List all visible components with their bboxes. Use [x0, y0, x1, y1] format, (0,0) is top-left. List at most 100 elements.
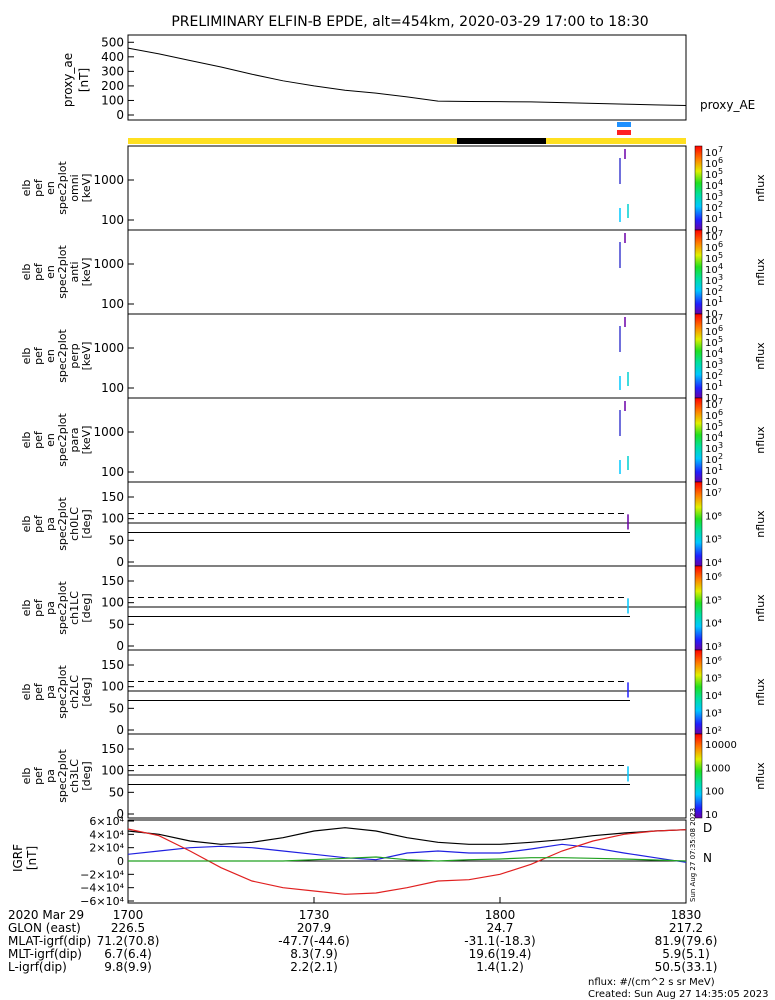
pa-ylabel: elb: [20, 684, 33, 701]
x-axis-value: -47.7(-44.6): [278, 934, 349, 948]
pa-ytick-label: 150: [101, 490, 124, 504]
spec-ylabel: spec2plot: [56, 161, 69, 215]
pa-ylabel: [deg]: [80, 509, 93, 538]
igrf-ytick-label: −6×10⁴: [80, 895, 124, 908]
pa-panel-frame: [127, 565, 687, 651]
x-axis-value: 5.9(5.1): [662, 947, 710, 961]
spec-ylabel: omni: [68, 174, 81, 201]
spec-colorbar-exp: 2: [718, 452, 723, 461]
x-axis-value: 9.8(9.9): [104, 960, 152, 974]
spec-colorbar-label: 10: [705, 382, 718, 393]
spec-ylabel: perp: [68, 343, 81, 368]
pa-ytick-label: 150: [101, 742, 124, 756]
spec-colorbar-label: 10: [705, 477, 718, 488]
spec-ylabel: pef: [32, 178, 45, 197]
x-axis-value: 226.5: [111, 921, 145, 935]
spec-colorbar-label: 10: [705, 309, 718, 320]
igrf-ytick-label: 4×10⁴: [89, 828, 124, 841]
pa-colorbar-label: 10³: [705, 709, 722, 720]
spec-colorbar-exp: 3: [718, 273, 723, 282]
spec-ytick-label: 100: [101, 465, 124, 479]
spec-ylabel: pef: [32, 262, 45, 281]
pa-ytick-label: 50: [109, 701, 124, 715]
x-axis-row-label: GLON (east): [8, 921, 81, 935]
x-axis-row-label: L-igrf(dip): [8, 960, 67, 974]
spec-ylabel: spec2plot: [56, 413, 69, 467]
flag-day-bar: [128, 138, 686, 144]
spec-colorbar-label: 10: [705, 298, 718, 309]
pa-colorbar-label: 1000: [705, 763, 730, 774]
plot-title: PRELIMINARY ELFIN-B EPDE, alt=454km, 202…: [171, 14, 648, 30]
spec-colorbar-label: 10: [705, 254, 718, 265]
ae-ytick-label: 300: [101, 64, 124, 78]
pa-ylabel: [deg]: [80, 761, 93, 790]
pa-ylabel: spec2plot: [56, 497, 69, 551]
igrf-ytick-label: −2×10⁴: [80, 868, 124, 881]
spec-colorbar-exp: 5: [718, 167, 723, 176]
spec-colorbar-label: 10: [705, 422, 718, 433]
pa-ytick-label: 100: [101, 764, 124, 778]
flag-night-bar: [457, 138, 546, 144]
pa-ylabel: spec2plot: [56, 581, 69, 635]
spec-colorbar-label: 10: [705, 371, 718, 382]
flag-marker-red: [617, 130, 631, 135]
pa-ylabel: elb: [20, 516, 33, 533]
spec-ytick-label: 1000: [93, 257, 124, 271]
pa-ylabel: pa: [44, 685, 57, 699]
igrf-legend-n: N: [703, 851, 712, 865]
ae-legend-label: proxy_AE: [700, 98, 755, 112]
spec-colorbar-exp: 4: [718, 262, 723, 271]
spec-ylabel: [keV]: [80, 258, 93, 287]
x-axis-value: 24.7: [487, 921, 514, 935]
spec-panel-frame: [127, 313, 687, 399]
pa-panel-2: elb pef pa spec2plot ch2LC [deg] 150 100 50 0 10⁶ 1…: [20, 649, 767, 737]
x-axis-value: 19.6(19.4): [469, 947, 532, 961]
spec-colorbar-label: 10: [705, 466, 718, 477]
pa-colorbar-label: 10⁴: [705, 691, 722, 702]
spec-ylabel: elb: [20, 180, 33, 197]
pa-colorbar-label: 10⁴: [705, 558, 722, 569]
spec-ylabel: elb: [20, 432, 33, 449]
spec-ylabel: en: [44, 265, 57, 279]
pa-colorbar-label: 10⁶: [705, 656, 722, 667]
x-axis-value: 50.5(33.1): [655, 960, 718, 974]
pa-colorbar: [694, 649, 703, 735]
pa-colorbar-label: 10: [705, 810, 718, 821]
spec-colorbar-exp: 4: [718, 430, 723, 439]
pa-colorbar-label: 10⁷: [705, 488, 722, 499]
spec-ylabel: [keV]: [80, 426, 93, 455]
spec-zlabel: nflux: [754, 342, 767, 370]
ae-ytick-label: 400: [101, 50, 124, 64]
spec-colorbar-label: 10: [705, 203, 718, 214]
pa-ylabel: pa: [44, 769, 57, 783]
igrf-timestamp: Sun Aug 27 07:35:08 2023: [689, 808, 697, 902]
spec-ylabel: elb: [20, 264, 33, 281]
x-axis-value: 71.2(70.8): [97, 934, 160, 948]
pa-ylabel: pa: [44, 517, 57, 531]
spec-colorbar-exp: 1: [718, 379, 723, 388]
pa-panel-frame: [127, 481, 687, 567]
pa-ylabel: [deg]: [80, 593, 93, 622]
igrf-series-line: [128, 856, 687, 862]
x-axis-value: 1.4(1.2): [476, 960, 524, 974]
spec-ylabel: en: [44, 349, 57, 363]
spec-colorbar-exp: 3: [718, 441, 723, 450]
x-axis-value: 1700: [113, 908, 144, 922]
spec-colorbar-exp: 7: [718, 229, 723, 238]
pa-panel-1: elb pef pa spec2plot ch1LC [deg] 150 100 50 0 10⁶ 1…: [20, 565, 767, 653]
spec-colorbar-label: 10: [705, 455, 718, 466]
spec-zlabel: nflux: [754, 258, 767, 286]
spec-colorbar-label: 10: [705, 170, 718, 181]
spec-zlabel: nflux: [754, 426, 767, 454]
pa-colorbar: [694, 733, 703, 819]
pa-ylabel: pa: [44, 601, 57, 615]
spec-colorbar-label: 10: [705, 232, 718, 243]
spec-ylabel: pef: [32, 430, 45, 449]
spec-ytick-label: 1000: [93, 173, 124, 187]
pa-ytick-label: 0: [116, 639, 124, 653]
igrf-ylabel-2: [nT]: [25, 846, 39, 870]
spec-colorbar-label: 10: [705, 433, 718, 444]
spec-ylabel: en: [44, 181, 57, 195]
